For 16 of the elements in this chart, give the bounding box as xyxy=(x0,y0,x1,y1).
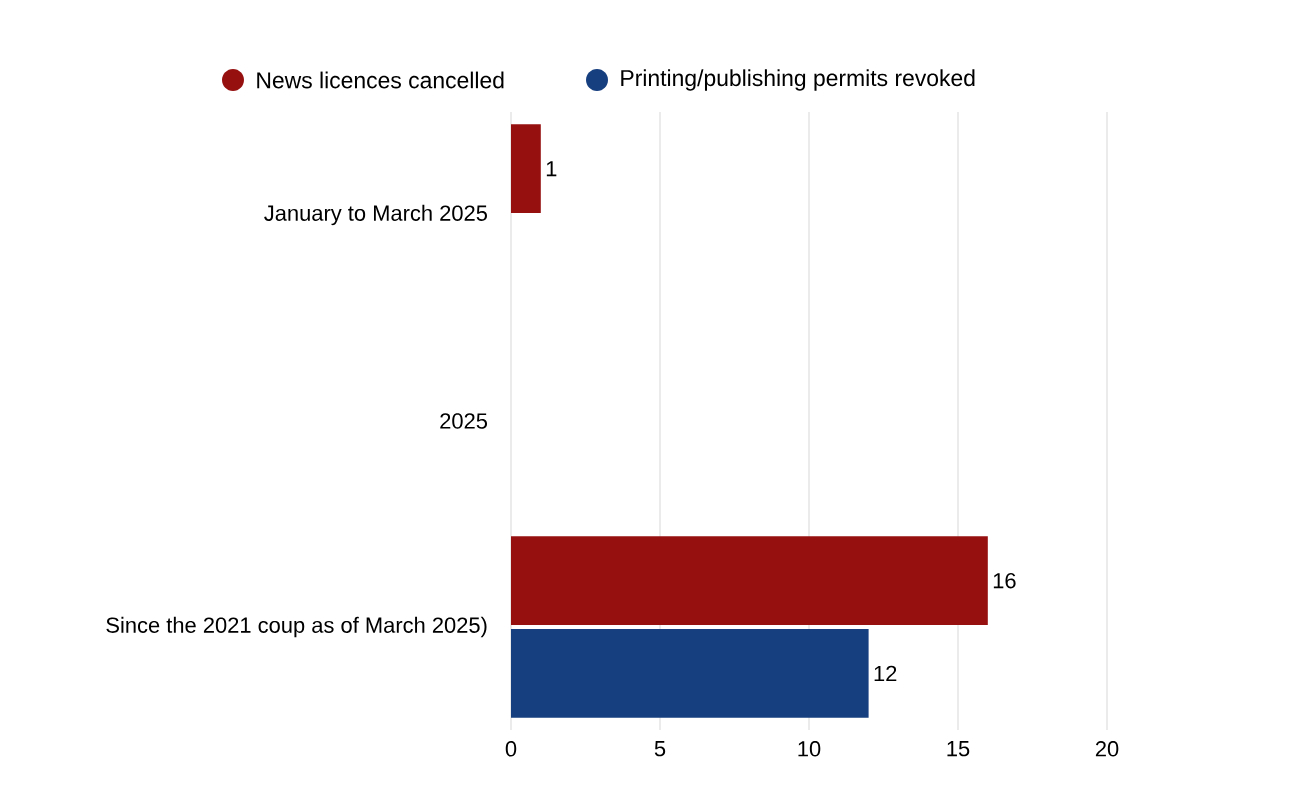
x-tick-label: 10 xyxy=(798,741,821,757)
bar xyxy=(511,536,988,625)
x-tick-label: 15 xyxy=(947,741,970,757)
x-tick-label: 5 xyxy=(654,741,666,757)
y-tick-label: January to March 2025 xyxy=(264,204,487,226)
legend-label: News licences cancelled xyxy=(257,71,504,89)
data-label: 1 xyxy=(546,161,557,177)
bar xyxy=(511,124,541,213)
legend-label: Printing/publishing permits revoked xyxy=(621,69,975,91)
x-tick-label: 0 xyxy=(505,741,517,757)
data-label: 16 xyxy=(993,572,1016,589)
bar xyxy=(511,629,869,718)
x-tick-label: 20 xyxy=(1095,741,1119,757)
data-label: 12 xyxy=(874,665,897,682)
y-tick-label: 2025 xyxy=(440,413,488,429)
y-tick-label: Since the 2021 coup as of March 2025) xyxy=(106,616,487,638)
